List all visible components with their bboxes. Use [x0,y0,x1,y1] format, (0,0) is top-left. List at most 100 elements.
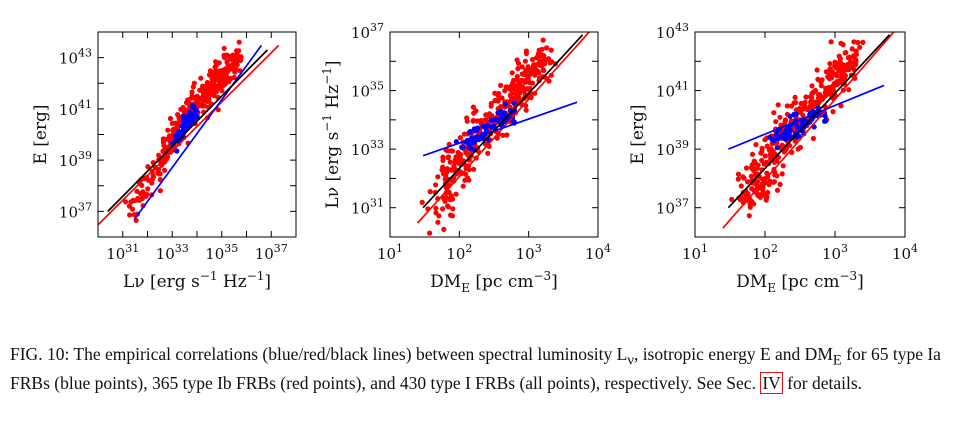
x-tick-label: 102 [752,242,778,263]
red-point [470,117,476,124]
blue-point [189,110,195,116]
red-point [853,62,859,68]
red-point [519,64,525,70]
red-point [481,117,488,123]
red-point [176,114,182,120]
y-tick-label: 1043 [656,21,689,42]
red-point [455,149,461,156]
y-tick-label: 1037 [656,197,689,218]
red-point [515,66,521,72]
x-tick-label: 104 [585,242,611,263]
red-point [762,153,768,159]
red-point [810,135,817,142]
red-point [779,142,785,148]
red-point [136,197,142,203]
red-point [541,58,547,64]
red-point [478,118,484,124]
red-point [127,212,133,218]
red-point [510,77,517,83]
red-point [445,204,451,210]
black-fit-line [727,34,891,209]
red-point [457,135,463,141]
red-point [183,100,190,106]
blue-point [485,122,491,128]
blue-point [178,129,184,135]
red-point [213,59,219,65]
red-point [758,150,764,156]
red-point [440,206,446,212]
red-point [180,104,186,111]
blue-point [471,126,477,132]
red-fit-line [722,32,895,229]
red-point [471,166,477,172]
red-point [218,84,224,90]
red-point [795,146,801,152]
red-point [139,182,145,188]
red-point [780,163,786,169]
red-point [453,191,459,197]
red-point [749,186,755,192]
red-point [729,196,735,202]
red-point [162,144,169,150]
red-point [134,188,140,194]
red-point [470,104,476,110]
red-point [777,114,783,120]
blue-point [815,105,821,111]
red-point [456,160,462,166]
red-point [541,67,547,73]
blue-point [787,113,793,119]
red-point [743,165,750,171]
red-point [749,162,755,168]
red-point [536,70,542,76]
blue-point [793,111,799,117]
blue-point [783,136,789,142]
red-point [760,190,766,196]
red-point [531,68,537,74]
red-point [441,226,447,232]
caption-sub-e: E [832,352,842,369]
red-point [764,170,770,176]
red-point [209,71,215,77]
blue-point [498,112,504,118]
red-point [450,206,456,212]
red-point [465,175,471,181]
blue-point [467,129,473,135]
blue-point [460,144,466,150]
red-point [836,53,842,59]
red-point [453,154,459,160]
black-fit-line [107,49,269,212]
blue-fit-line [422,101,578,157]
blue-point [181,119,187,125]
plot-area [416,32,591,236]
red-point [507,92,513,99]
red-point [740,174,746,180]
red-point [221,45,227,51]
red-point [224,59,230,65]
blue-point [488,117,494,124]
red-point [460,183,466,189]
red-point [498,104,504,110]
red-point [202,94,208,100]
plot-frame [389,31,599,238]
blue-point [180,113,186,119]
red-point [540,37,546,43]
section-ref-link[interactable]: IV [760,371,783,394]
red-point [855,39,861,46]
y-axis-label: E [erg] [628,104,648,164]
blue-point [174,148,180,154]
blue-point [784,127,790,133]
red-point [149,180,155,186]
y-tick-label: 1039 [656,138,689,159]
red-point [792,94,798,100]
black-fit-line [422,34,584,209]
red-point [851,39,857,45]
red-point [777,181,783,187]
red-point [509,70,515,76]
red-point [539,52,545,58]
red-point [809,90,815,97]
red-point [123,199,129,205]
x-tick-label: 1035 [205,242,238,263]
caption-nu: ν [627,352,634,369]
red-point [746,213,752,219]
red-point [814,67,820,73]
